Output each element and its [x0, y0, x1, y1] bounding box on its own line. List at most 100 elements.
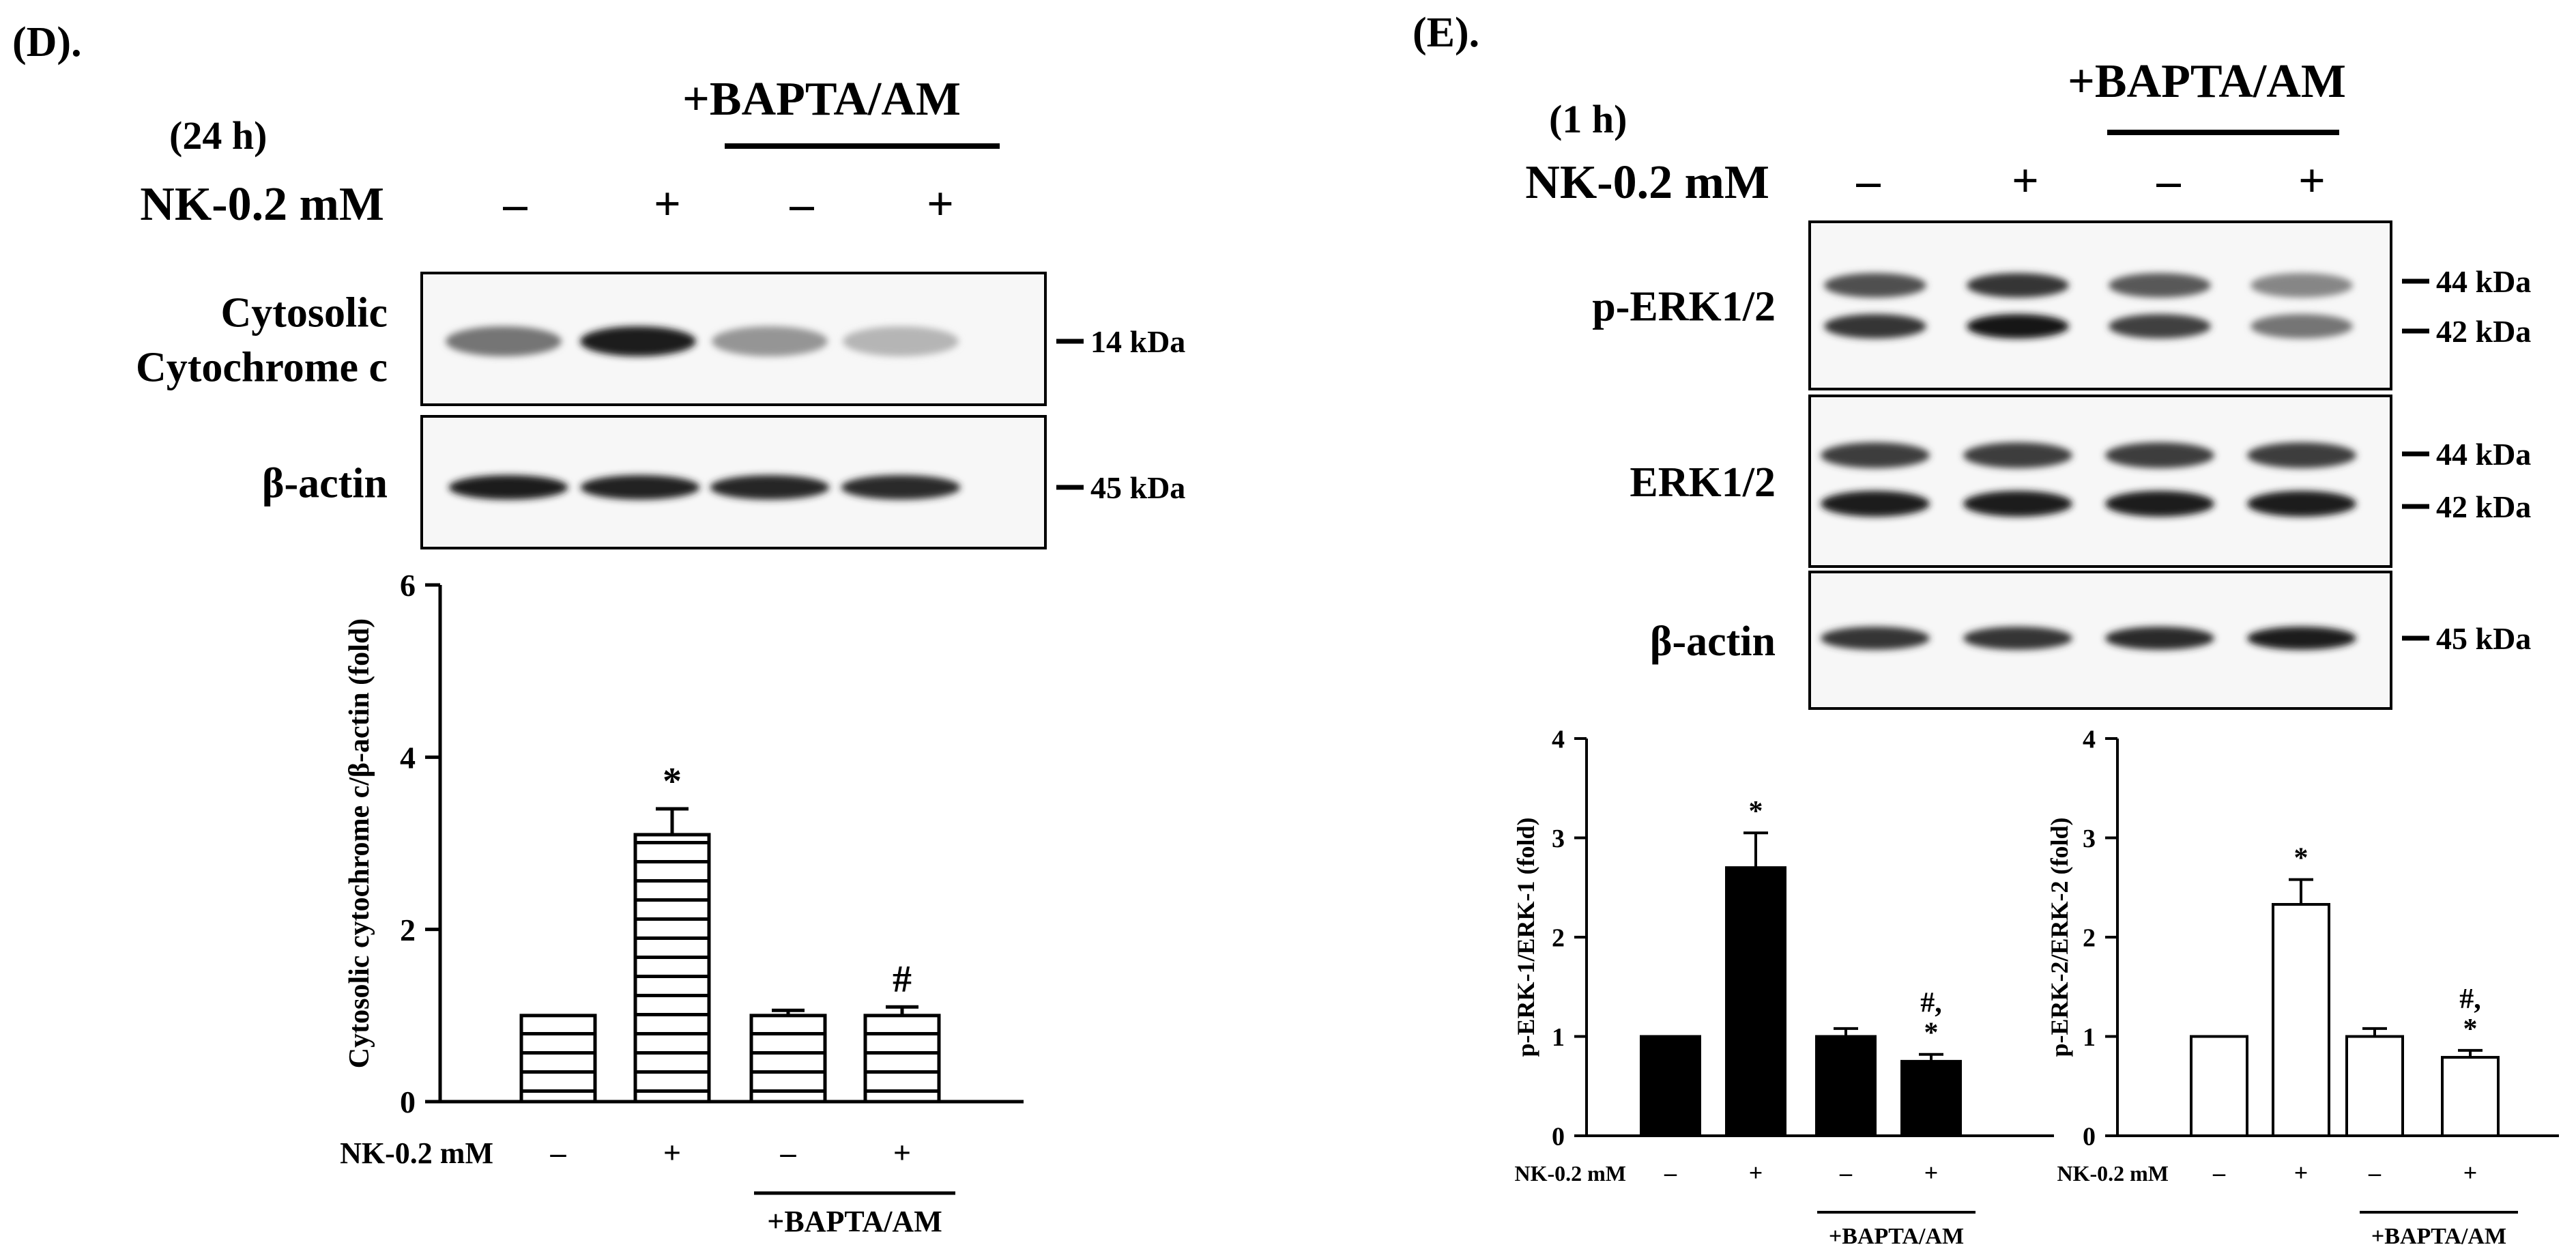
panel-e-blot-1: p-ERK1/2 44 kDa 42 kDa [1592, 220, 2531, 390]
panel-d-blot-2: β-actin 45 kDa [262, 415, 1185, 549]
kda-label: 44 kDa [2436, 264, 2531, 299]
chart-e1-bar-4 [1900, 1059, 1962, 1137]
panel-e-lane-sign-2: + [2012, 155, 2039, 207]
blot-band [580, 475, 700, 500]
blot-band [712, 326, 828, 356]
chart-d-y-tick-label: 6 [400, 568, 416, 603]
chart-d-bar-4 [863, 1014, 941, 1104]
blot-band [2247, 491, 2356, 517]
panel-d-blots: Cytosolic Cytochrome c 14 kDa β-actin 45 kDa [136, 272, 1185, 549]
chart-e2-bar-3 [2345, 1035, 2404, 1137]
panel-d-time: (24 h) [169, 113, 267, 158]
chart-e2-y-tick-label: 3 [2083, 825, 2096, 853]
chart-e2-bar-4 [2441, 1056, 2500, 1138]
kda-label: 14 kDa [1090, 324, 1185, 359]
chart-e1-x-tick-label: – [1664, 1159, 1677, 1186]
chart-e1-bar-1 [1640, 1035, 1701, 1137]
blot-label: β-actin [262, 461, 388, 507]
blot-band [843, 326, 959, 356]
chart-e2-treatment-label: NK-0.2 mM [2057, 1161, 2169, 1186]
blot-band [1821, 491, 1930, 517]
panel-e-bapta-header: +BAPTA/AM [2068, 55, 2346, 108]
chart-e2-bar-2 [2272, 902, 2330, 1137]
chart-d-bar-2 [633, 833, 711, 1104]
blot-band [2105, 491, 2214, 517]
blot-frame [1808, 395, 2392, 568]
chart-e2-y-axis-label: p-ERK-2/ERK-2 (fold) [2046, 818, 2073, 1057]
blot-label: Cytosolic [220, 290, 388, 337]
panel-d-blot-1: Cytosolic Cytochrome c 14 kDa [136, 272, 1185, 406]
blot-band [2247, 442, 2356, 468]
panel-e-lane-sign-4: + [2298, 155, 2326, 207]
blot-band [2105, 442, 2214, 468]
panel-d-nk-label: NK-0.2 mM [140, 178, 384, 231]
blot-band [2109, 273, 2211, 298]
chart-e2-y-tick-label: 2 [2083, 923, 2096, 952]
blot-label: p-ERK1/2 [1592, 284, 1776, 330]
chart-d-y-tick-label: 2 [400, 913, 416, 947]
panel-e-nk-label: NK-0.2 mM [1525, 156, 1769, 209]
chart-d-y-tick-label: 4 [400, 740, 416, 775]
chart-e2-bar-1 [2190, 1035, 2248, 1137]
blot-band [841, 475, 961, 500]
panel-d-lane-sign-2: + [654, 178, 681, 231]
chart-e2-y-tick-label: 1 [2083, 1023, 2096, 1052]
blot-band [710, 475, 830, 500]
panel-e-blots: p-ERK1/2 44 kDa 42 kDa ERK1/2 44 kDa 42 kDa β-… [1592, 220, 2531, 710]
panel-e-blot-3: β-actin 45 kDa [1650, 571, 2531, 710]
chart-e1-treatment-label: NK-0.2 mM [1514, 1161, 1626, 1186]
blot-band [1963, 627, 2072, 650]
blot-band [1967, 314, 2069, 339]
chart-d-x-tick-label: – [550, 1135, 567, 1170]
blot-band [1967, 273, 2069, 298]
panel-d-bapta-header: +BAPTA/AM [682, 73, 961, 126]
chart-e1-y-tick-label: 2 [1552, 923, 1565, 952]
blot-label: ERK1/2 [1630, 459, 1776, 506]
blot-band [1963, 442, 2072, 468]
panel-e-lane-sign-1: – [1856, 155, 1881, 207]
panel-e-lane-signs: – + – + [1856, 155, 2326, 207]
chart-d-y-tick-label: 0 [400, 1085, 416, 1119]
blot-frame [1808, 220, 2392, 390]
chart-e1-significance-mark: * [1749, 796, 1763, 827]
blot-band [1963, 491, 2072, 517]
panel-d: (D). (24 h) +BAPTA/AM NK-0.2 mM – + – + Cyt… [12, 19, 1185, 1238]
blot-band [1824, 314, 1926, 339]
blot-band [2251, 314, 2353, 339]
chart-e2-significance-mark: #, [2459, 984, 2481, 1015]
chart-e1-y-tick-label: 4 [1552, 725, 1565, 754]
chart-e1-significance-mark: #, [1920, 988, 1942, 1019]
blot-band [1824, 273, 1926, 298]
blot-band [448, 475, 568, 500]
blot-band [446, 326, 562, 356]
panel-d-lane-sign-3: – [790, 178, 815, 231]
blot-band [580, 326, 696, 356]
chart-e1-x-tick-label: – [1839, 1159, 1853, 1186]
chart-e2-significance-mark: * [2294, 843, 2309, 874]
blot-band [2109, 314, 2211, 339]
chart-d-group-label: +BAPTA/AM [767, 1205, 942, 1238]
chart-d-treatment-label: NK-0.2 mM [340, 1136, 493, 1170]
kda-label: 44 kDa [2436, 437, 2531, 472]
chart-e2-y-tick-label: 0 [2083, 1122, 2096, 1151]
blot-band [1821, 442, 1930, 468]
chart-e1-bar-2 [1725, 866, 1786, 1138]
chart-d-x-tick-label: + [893, 1135, 911, 1170]
chart-e1-significance-mark: * [1924, 1018, 1939, 1049]
blot-band [2105, 627, 2214, 650]
chart-e2-group-label: +BAPTA/AM [2371, 1224, 2506, 1249]
chart-e1-group-label: +BAPTA/AM [1829, 1224, 1964, 1249]
blot-band [1821, 627, 1930, 650]
chart-e2-x-tick-label: + [2463, 1159, 2478, 1186]
chart-e2-significance-mark: * [2463, 1014, 2478, 1045]
chart-e2-x-tick-label: – [2368, 1159, 2382, 1186]
panel-e-blot-2: ERK1/2 44 kDa 42 kDa [1630, 395, 2531, 568]
chart-d-bar-3 [749, 1014, 827, 1104]
panel-d-chart: 0 2 4 6 Cytosolic cytochrome c/β-actin (fold… [340, 568, 1024, 1238]
chart-e2-x-tick-label: – [2212, 1159, 2226, 1186]
blot-band [2251, 273, 2353, 298]
chart-e1-x-tick-label: + [1749, 1159, 1763, 1186]
panel-e-lane-sign-3: – [2156, 155, 2182, 207]
